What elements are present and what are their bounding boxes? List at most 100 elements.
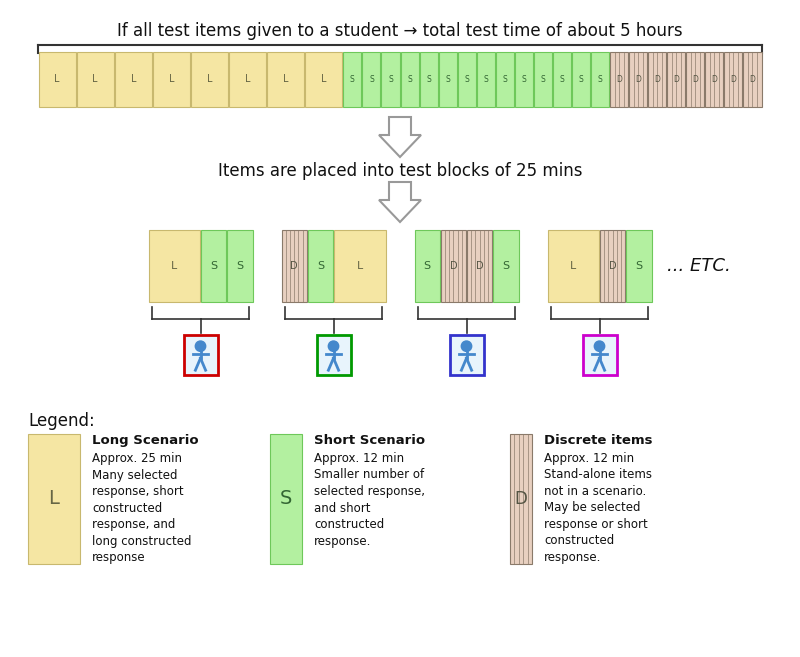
Bar xyxy=(334,230,386,302)
Bar xyxy=(362,52,381,107)
Text: S: S xyxy=(423,261,430,271)
Bar xyxy=(191,52,228,107)
Bar xyxy=(343,52,362,107)
Bar xyxy=(38,52,76,107)
Bar xyxy=(229,52,266,107)
Text: Approx. 12 min
Stand-alone items
not in a scenario.
May be selected
response or : Approx. 12 min Stand-alone items not in … xyxy=(544,452,652,564)
Text: S: S xyxy=(522,75,526,84)
Text: S: S xyxy=(388,75,393,84)
Circle shape xyxy=(594,341,605,351)
Text: S: S xyxy=(635,261,642,271)
Bar xyxy=(183,335,218,375)
Bar xyxy=(28,434,80,564)
Text: L: L xyxy=(49,489,59,509)
Text: L: L xyxy=(93,74,98,85)
Text: L: L xyxy=(206,74,212,85)
Bar xyxy=(458,52,476,107)
Bar xyxy=(153,52,190,107)
Bar xyxy=(626,230,651,302)
Bar xyxy=(582,335,617,375)
Text: L: L xyxy=(171,261,178,271)
Text: S: S xyxy=(210,261,217,271)
Bar xyxy=(227,230,253,302)
Text: D: D xyxy=(290,261,298,271)
Bar xyxy=(467,230,492,302)
Bar xyxy=(114,52,152,107)
Circle shape xyxy=(462,341,472,351)
Text: D: D xyxy=(476,261,483,271)
Bar xyxy=(629,52,647,107)
Bar xyxy=(743,52,762,107)
Bar xyxy=(724,52,742,107)
Text: L: L xyxy=(570,261,576,271)
Text: Short Scenario: Short Scenario xyxy=(314,434,425,447)
Text: L: L xyxy=(130,74,136,85)
Bar xyxy=(572,52,590,107)
Text: S: S xyxy=(559,75,564,84)
Text: Items are placed into test blocks of 25 mins: Items are placed into test blocks of 25 … xyxy=(218,162,582,180)
Text: Approx. 25 min
Many selected
response, short
constructed
response, and
long cons: Approx. 25 min Many selected response, s… xyxy=(92,452,191,564)
Text: D: D xyxy=(450,261,457,271)
Bar xyxy=(510,434,532,564)
Text: S: S xyxy=(350,75,354,84)
Text: S: S xyxy=(446,75,450,84)
Bar xyxy=(267,52,304,107)
Text: D: D xyxy=(514,490,527,508)
Text: D: D xyxy=(654,75,660,84)
Text: Long Scenario: Long Scenario xyxy=(92,434,198,447)
Text: S: S xyxy=(578,75,583,84)
Text: S: S xyxy=(407,75,412,84)
Text: Approx. 12 min
Smaller number of
selected response,
and short
constructed
respon: Approx. 12 min Smaller number of selecte… xyxy=(314,452,425,547)
Text: L: L xyxy=(169,74,174,85)
Bar xyxy=(610,52,628,107)
Text: S: S xyxy=(483,75,488,84)
Text: S: S xyxy=(464,75,469,84)
Bar xyxy=(306,52,342,107)
Text: D: D xyxy=(635,75,641,84)
Polygon shape xyxy=(379,182,421,222)
Bar xyxy=(450,335,483,375)
Text: L: L xyxy=(54,74,60,85)
Bar xyxy=(600,230,626,302)
Bar xyxy=(382,52,399,107)
Text: S: S xyxy=(426,75,431,84)
Bar xyxy=(496,52,514,107)
Bar xyxy=(494,230,518,302)
Bar xyxy=(706,52,723,107)
Text: Discrete items: Discrete items xyxy=(544,434,653,447)
Polygon shape xyxy=(379,117,421,157)
Bar xyxy=(441,230,466,302)
Bar xyxy=(534,52,552,107)
Bar xyxy=(149,230,200,302)
Bar xyxy=(77,52,114,107)
Text: S: S xyxy=(598,75,602,84)
Text: D: D xyxy=(674,75,679,84)
Bar xyxy=(419,52,438,107)
Text: If all test items given to a student → total test time of about 5 hours: If all test items given to a student → t… xyxy=(117,22,683,40)
Text: S: S xyxy=(369,75,374,84)
Text: L: L xyxy=(283,74,289,85)
Bar xyxy=(270,434,302,564)
Text: D: D xyxy=(616,75,622,84)
Bar xyxy=(414,230,440,302)
Text: L: L xyxy=(245,74,250,85)
Text: S: S xyxy=(236,261,243,271)
Text: D: D xyxy=(750,75,755,84)
Bar xyxy=(282,230,306,302)
Bar xyxy=(477,52,494,107)
Text: S: S xyxy=(502,75,507,84)
Bar xyxy=(547,230,599,302)
Bar xyxy=(317,335,350,375)
Text: L: L xyxy=(357,261,363,271)
Bar xyxy=(648,52,666,107)
Text: D: D xyxy=(711,75,718,84)
Bar xyxy=(515,52,533,107)
Text: S: S xyxy=(502,261,510,271)
Text: Legend:: Legend: xyxy=(28,412,94,430)
Text: D: D xyxy=(609,261,617,271)
Bar xyxy=(401,52,418,107)
Bar xyxy=(308,230,333,302)
Text: S: S xyxy=(317,261,324,271)
Circle shape xyxy=(328,341,338,351)
Text: S: S xyxy=(280,489,292,509)
